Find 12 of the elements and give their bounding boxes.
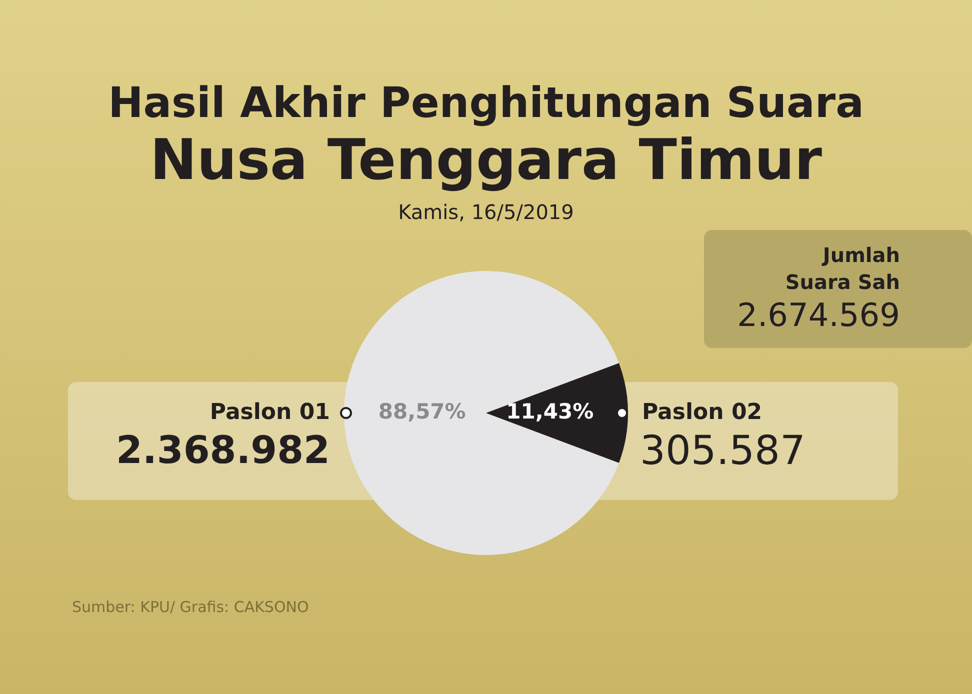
text: 2.674.569 xyxy=(736,296,900,334)
text: Sumber: KPU/ Grafis: CAKSONO xyxy=(72,598,309,616)
text: Kamis, 16/5/2019 xyxy=(397,200,575,224)
text: 305.587 xyxy=(640,428,806,474)
slice-label: Paslon 01 xyxy=(208,400,330,425)
chart-subtitle: Nusa Tenggara Timur xyxy=(148,128,824,193)
data-label: 88,57% xyxy=(378,399,466,424)
text: 2.368.982 xyxy=(115,428,330,472)
chart-title: Hasil Akhir Penghitungan Suara xyxy=(107,78,865,127)
slice-label: Paslon 02 xyxy=(642,400,762,425)
text: Jumlah Suara Sah xyxy=(784,242,900,296)
data-label: 11,43% xyxy=(506,399,594,424)
